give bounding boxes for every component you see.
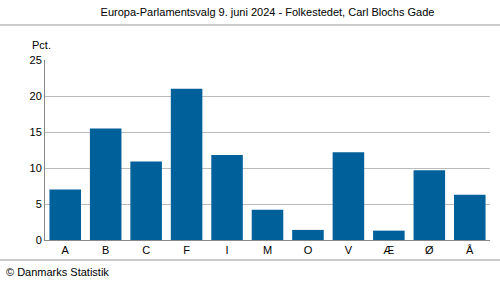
svg-text:© Danmarks Statistik: © Danmarks Statistik (6, 266, 109, 278)
svg-text:10: 10 (30, 162, 42, 174)
svg-text:25: 25 (30, 54, 42, 66)
svg-text:20: 20 (30, 90, 42, 102)
svg-text:Europa-Parlamentsvalg 9. juni: Europa-Parlamentsvalg 9. juni 2024 - Fol… (101, 6, 435, 18)
svg-text:M: M (263, 244, 272, 256)
svg-text:A: A (62, 244, 70, 256)
svg-text:C: C (142, 244, 150, 256)
svg-text:O: O (304, 244, 313, 256)
svg-text:F: F (183, 244, 190, 256)
svg-text:0: 0 (36, 234, 42, 246)
svg-text:Ø: Ø (425, 244, 434, 256)
svg-text:Pct.: Pct. (32, 39, 51, 51)
svg-text:Æ: Æ (383, 244, 394, 256)
svg-text:V: V (345, 244, 353, 256)
svg-text:Å: Å (466, 244, 474, 256)
svg-text:15: 15 (30, 126, 42, 138)
svg-text:B: B (102, 244, 109, 256)
svg-text:5: 5 (36, 198, 42, 210)
svg-text:I: I (226, 244, 229, 256)
